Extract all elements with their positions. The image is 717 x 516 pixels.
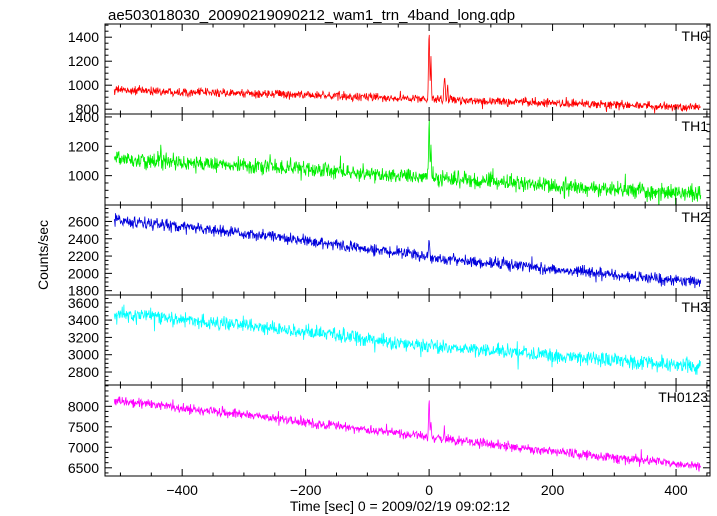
chart-title: ae503018030_20090219090212_wam1_trn_4ban… <box>108 7 515 24</box>
y-tick-label: 2800 <box>68 364 99 380</box>
y-tick-label: 1200 <box>68 53 99 69</box>
series-th1-line <box>113 119 702 205</box>
y-tick-label: 1200 <box>68 138 99 154</box>
panel-label-th3: TH3 <box>682 299 709 315</box>
y-tick-label: 6500 <box>68 460 99 476</box>
y-tick-label: 7000 <box>68 439 99 455</box>
panel-label-th2: TH2 <box>682 209 709 225</box>
x-tick-label: 0 <box>425 482 433 498</box>
panels: 800 1000 1200 1400 TH0 1000 1200 1400 TH1 1800 200… <box>68 23 711 477</box>
y-tick-label: 7500 <box>68 419 99 435</box>
y-tick-label: 3600 <box>68 295 99 311</box>
panel-frame <box>104 113 711 206</box>
y-tick-label: 2200 <box>68 248 99 264</box>
panel-label-th0123: TH0123 <box>658 389 708 405</box>
series-th3-line <box>113 304 702 375</box>
y-tick-label: 3000 <box>68 347 99 363</box>
panel-th0: 800 1000 1200 1400 TH0 <box>68 23 711 117</box>
panel-frame <box>104 23 711 115</box>
series-th0-line <box>113 34 702 114</box>
y-tick-label: 800 <box>76 101 100 117</box>
y-tick-label: 1400 <box>68 109 99 125</box>
y-axis-title: Counts/sec <box>35 220 51 290</box>
y-tick-label: 8000 <box>68 398 99 414</box>
panel-frame <box>104 384 711 477</box>
x-tick-label: 400 <box>664 482 688 498</box>
x-axis: −400 −200 0 200 400 <box>166 482 688 498</box>
y-tick-label: 2400 <box>68 231 99 247</box>
y-tick-label: 1000 <box>68 77 99 93</box>
panel-label-th0: TH0 <box>682 28 709 44</box>
series-th2-line <box>113 213 702 289</box>
y-tick-label: 1000 <box>68 168 99 184</box>
y-tick-label: 2600 <box>68 213 99 229</box>
series-th0123-line <box>113 396 702 472</box>
panel-frame <box>104 294 711 386</box>
panel-th0123: 6500 7000 7500 8000 TH0123 <box>68 384 711 477</box>
y-tick-label: 1800 <box>68 283 99 299</box>
x-tick-label: −200 <box>290 482 322 498</box>
x-tick-label: −400 <box>166 482 198 498</box>
y-tick-label: 2000 <box>68 265 99 281</box>
panel-th1: 1000 1200 1400 TH1 <box>68 109 711 206</box>
y-tick-label: 1400 <box>68 29 99 45</box>
x-tick-label: 200 <box>541 482 565 498</box>
x-axis-title: Time [sec] 0 = 2009/02/19 09:02:12 <box>290 498 510 514</box>
y-tick-label: 3200 <box>68 329 99 345</box>
panel-label-th1: TH1 <box>682 118 709 134</box>
y-tick-label: 3400 <box>68 312 99 328</box>
